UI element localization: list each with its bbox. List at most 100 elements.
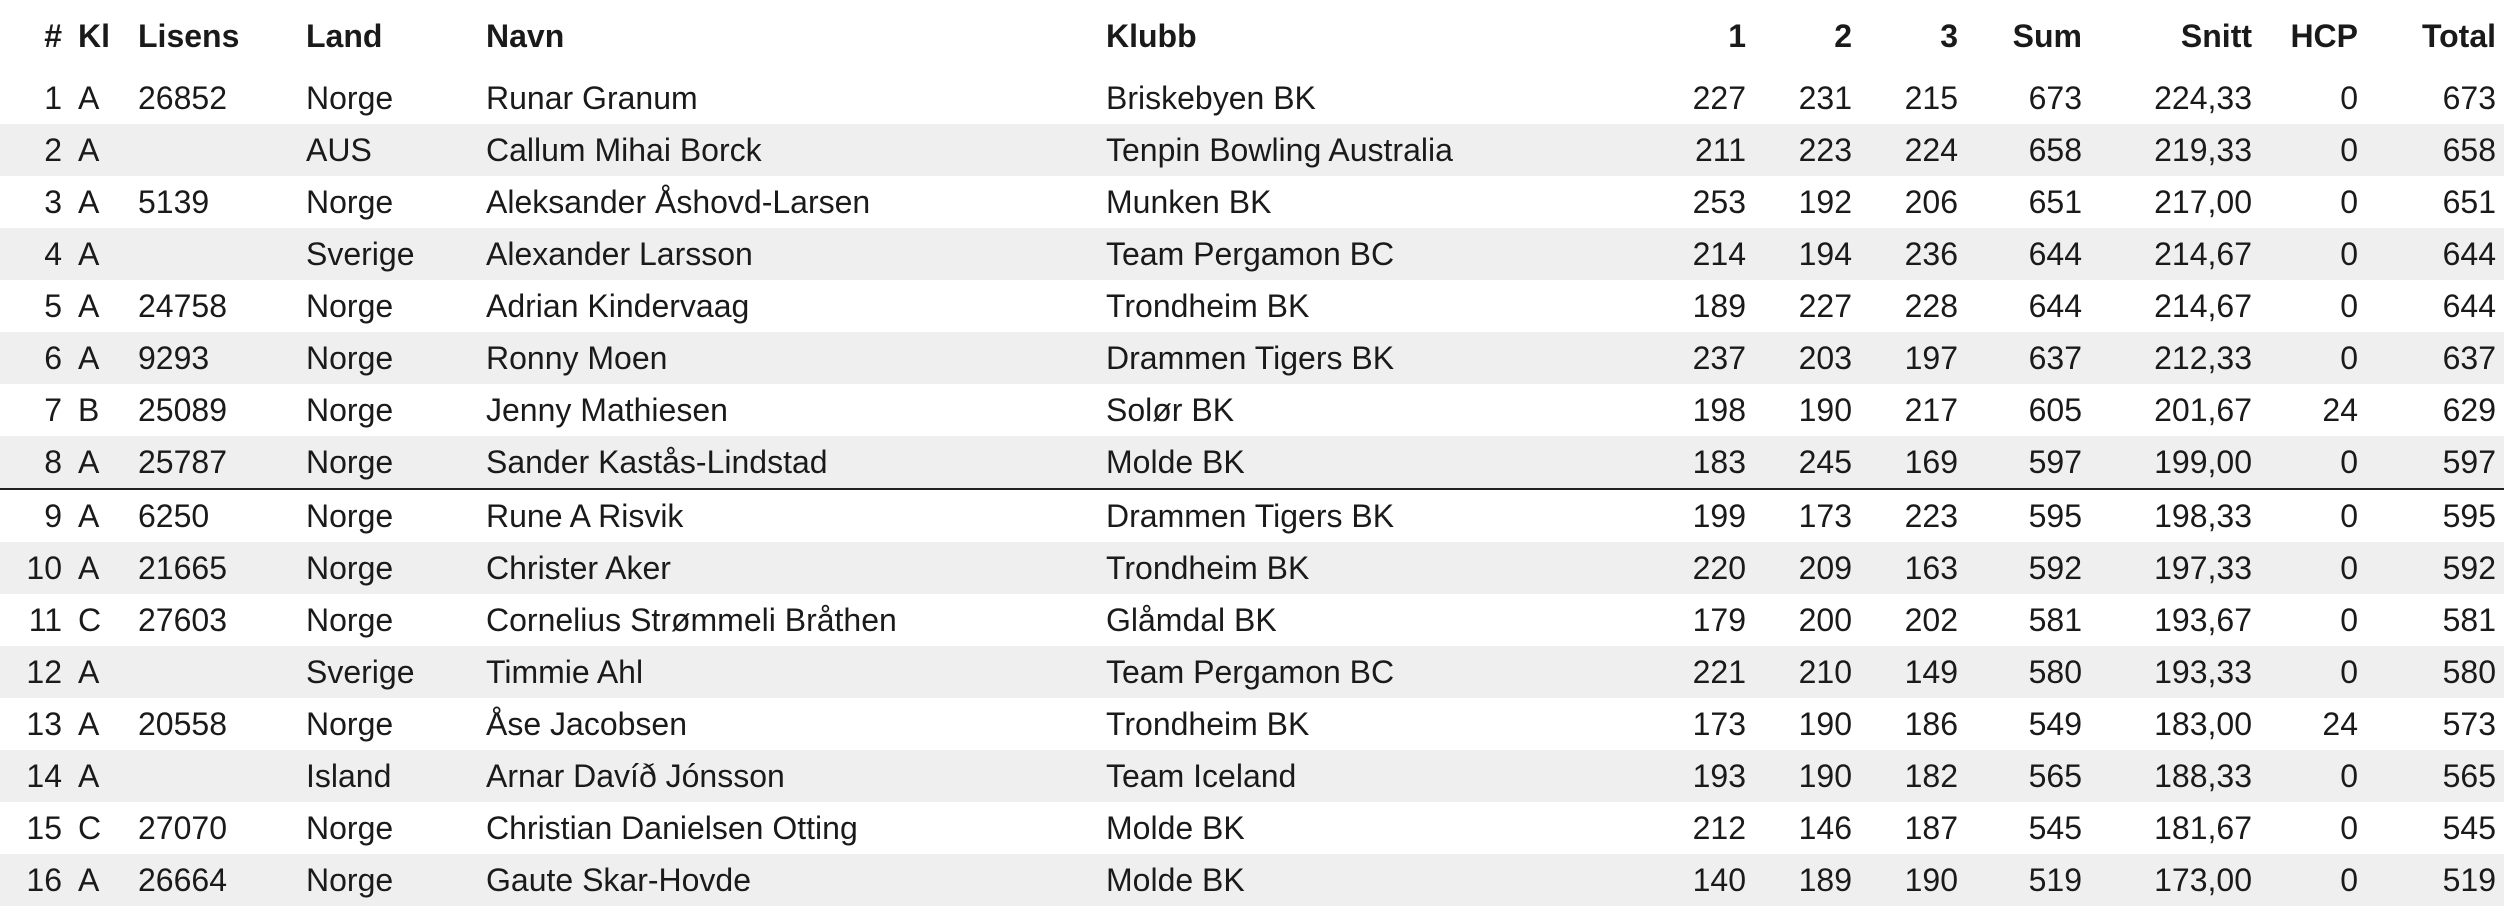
cell-sum: 605 — [2028, 391, 2082, 428]
cell-land: Norge — [298, 542, 478, 594]
cell-rank: 4 — [0, 228, 70, 280]
cell-klasse: A — [78, 705, 100, 742]
cell-hcp: 0 — [2260, 542, 2366, 594]
cell-sum: 644 — [1966, 228, 2090, 280]
cell-hcp: 0 — [2260, 854, 2366, 906]
cell-series-1: 140 — [1638, 854, 1754, 906]
col-header-series-1: 1 — [1728, 17, 1746, 54]
cell-total: 519 — [2366, 854, 2504, 906]
cell-rank: 7 — [44, 391, 62, 428]
cell-sum: 644 — [2028, 287, 2082, 324]
cell-snitt: 183,00 — [2154, 705, 2252, 742]
cell-sum: 658 — [1966, 124, 2090, 176]
cell-sum: 549 — [2028, 705, 2082, 742]
cell-klubb: Molde BK — [1098, 854, 1638, 906]
table-row: 10 A 21665 Norge Christer Aker Trondheim… — [0, 542, 2504, 594]
cell-lisens: 20558 — [138, 705, 227, 742]
cell-sum: 581 — [2028, 601, 2082, 638]
table-row: 5 A 24758 Norge Adrian Kindervaag Trondh… — [0, 280, 2504, 332]
cell-klubb: Team Pergamon BC — [1098, 646, 1638, 698]
cell-land: Norge — [306, 705, 394, 742]
cell-series-1: 221 — [1638, 646, 1754, 698]
cell-series-2: 192 — [1798, 183, 1852, 220]
cell-total: 644 — [2366, 228, 2504, 280]
cell-series-3: 202 — [1904, 601, 1958, 638]
col-header-rank: # — [44, 17, 62, 54]
cell-total: 580 — [2366, 646, 2504, 698]
cell-lisens — [130, 228, 298, 280]
cell-navn: Cornelius Strømmeli Bråthen — [486, 601, 897, 638]
cell-klubb: Team Pergamon BC — [1098, 228, 1638, 280]
cell-total: 573 — [2442, 705, 2496, 742]
cell-series-1: 193 — [1638, 750, 1754, 802]
cell-snitt: 181,67 — [2154, 809, 2252, 846]
cell-land: Island — [298, 750, 478, 802]
cell-series-3: 217 — [1904, 391, 1958, 428]
cell-klasse: C — [78, 809, 102, 846]
cell-total: 637 — [2366, 332, 2504, 384]
cell-series-3: 228 — [1904, 287, 1958, 324]
cell-hcp: 0 — [2340, 497, 2358, 534]
cell-land: Sverige — [298, 646, 478, 698]
cell-hcp: 0 — [2340, 809, 2358, 846]
cell-klasse: A — [70, 542, 130, 594]
cell-series-3: 182 — [1860, 750, 1966, 802]
table-row: 12 A Sverige Timmie Ahl Team Pergamon BC… — [0, 646, 2504, 698]
results-body: 1 A 26852 Norge Runar Granum Briskebyen … — [0, 72, 2504, 906]
col-header-total: Total — [2421, 17, 2496, 54]
cell-lisens: 6250 — [138, 497, 210, 534]
cell-series-2: 231 — [1798, 79, 1852, 116]
table-row: 4 A Sverige Alexander Larsson Team Perga… — [0, 228, 2504, 280]
cell-series-3: 236 — [1860, 228, 1966, 280]
cell-series-3: 190 — [1860, 854, 1966, 906]
cell-hcp: 0 — [2260, 436, 2366, 490]
cell-klubb: Molde BK — [1098, 436, 1638, 490]
cell-series-1: 179 — [1692, 601, 1746, 638]
col-header-lisens: Lisens — [138, 17, 240, 54]
cell-hcp: 0 — [2260, 124, 2366, 176]
cell-series-3: 224 — [1860, 124, 1966, 176]
cell-klubb: Trondheim BK — [1106, 287, 1310, 324]
cell-total: 597 — [2366, 436, 2504, 490]
cell-rank: 9 — [44, 497, 62, 534]
cell-hcp: 0 — [2340, 601, 2358, 638]
cell-series-2: 190 — [1798, 391, 1852, 428]
cell-hcp: 24 — [2322, 391, 2358, 428]
cell-series-2: 190 — [1798, 705, 1852, 742]
cell-sum: 565 — [1966, 750, 2090, 802]
cell-sum: 595 — [2028, 497, 2082, 534]
col-header-series-3: 3 — [1940, 17, 1958, 54]
cell-total: 629 — [2442, 391, 2496, 428]
cell-klasse: A — [70, 750, 130, 802]
cell-hcp: 0 — [2340, 183, 2358, 220]
table-row: 11 C 27603 Norge Cornelius Strømmeli Brå… — [0, 594, 2504, 646]
table-row: 9 A 6250 Norge Rune A Risvik Drammen Tig… — [0, 489, 2504, 542]
cell-klasse: A — [78, 497, 100, 534]
cell-series-1: 198 — [1692, 391, 1746, 428]
cell-klasse: A — [70, 646, 130, 698]
cell-klubb: Drammen Tigers BK — [1098, 332, 1638, 384]
cell-lisens: 21665 — [130, 542, 298, 594]
table-row: 8 A 25787 Norge Sander Kastås-Lindstad M… — [0, 436, 2504, 490]
cell-sum: 519 — [1966, 854, 2090, 906]
cell-land: Norge — [306, 79, 394, 116]
cell-klasse: A — [70, 854, 130, 906]
cell-total: 581 — [2442, 601, 2496, 638]
cell-klasse: A — [78, 287, 100, 324]
cell-series-2: 210 — [1754, 646, 1860, 698]
cell-series-1: 220 — [1638, 542, 1754, 594]
cell-total: 595 — [2442, 497, 2496, 534]
cell-sum: 580 — [1966, 646, 2090, 698]
cell-lisens — [130, 750, 298, 802]
cell-snitt: 198,33 — [2154, 497, 2252, 534]
cell-total: 565 — [2366, 750, 2504, 802]
cell-snitt: 212,33 — [2090, 332, 2260, 384]
table-row: 6 A 9293 Norge Ronny Moen Drammen Tigers… — [0, 332, 2504, 384]
cell-land: Norge — [306, 497, 394, 534]
cell-lisens — [130, 646, 298, 698]
cell-series-3: 163 — [1860, 542, 1966, 594]
cell-series-3: 149 — [1860, 646, 1966, 698]
cell-snitt: 193,67 — [2154, 601, 2252, 638]
cell-series-2: 209 — [1754, 542, 1860, 594]
cell-series-2: 190 — [1754, 750, 1860, 802]
